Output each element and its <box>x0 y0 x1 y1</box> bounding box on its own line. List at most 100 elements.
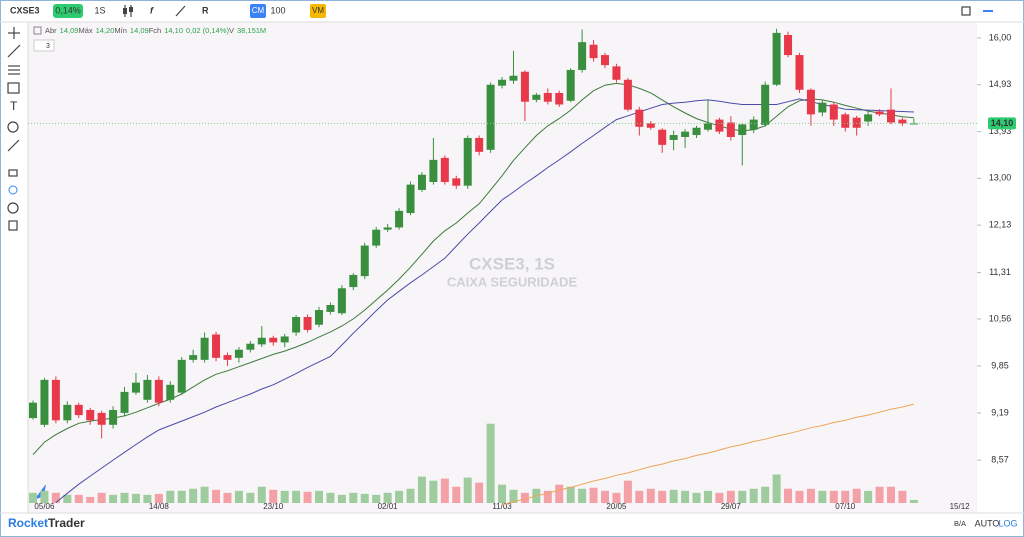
volume-bar <box>395 490 404 503</box>
volume-bar <box>303 491 312 503</box>
volume-bar <box>749 488 758 503</box>
candle-body <box>292 317 301 333</box>
candle-body <box>315 310 323 325</box>
candle-body <box>555 92 564 105</box>
candle-icon[interactable] <box>123 5 133 17</box>
volume-bar <box>360 493 369 503</box>
tools: T <box>7 27 21 231</box>
candle-body <box>509 75 518 81</box>
candle-body <box>395 210 404 228</box>
y-tick-label: 12,13 <box>989 220 1012 230</box>
legend-value: 38,151M <box>237 26 266 35</box>
candle-body <box>829 104 838 120</box>
volume-bar <box>120 492 129 503</box>
x-tick-label: 20/05 <box>606 502 627 511</box>
volume-bar <box>154 493 163 503</box>
volume-bar <box>280 490 289 503</box>
candle-body <box>715 119 724 132</box>
candle-body <box>200 337 209 360</box>
ba-button[interactable]: B/A <box>954 519 966 528</box>
volume-bar <box>326 492 335 503</box>
period-input[interactable]: 100 <box>270 5 285 15</box>
hide-tool[interactable] <box>8 185 18 195</box>
volume-bar <box>555 484 564 503</box>
volume-bar <box>898 490 907 503</box>
rx-icon[interactable]: R <box>202 5 209 15</box>
trash-tool[interactable] <box>8 220 18 231</box>
volume-bar <box>623 480 632 503</box>
volume-bar <box>189 488 198 503</box>
symbol[interactable]: CXSE3 <box>10 5 40 15</box>
legend-value: 0,02 (0,14%) <box>186 26 229 35</box>
moving-average-line <box>55 98 914 503</box>
candle-body <box>646 123 655 128</box>
candle-body <box>269 337 278 343</box>
candle-body <box>452 178 461 186</box>
emoji-tool[interactable] <box>7 121 19 133</box>
legend-label: Abr <box>45 26 57 35</box>
auto-button[interactable]: AUTO <box>975 518 1000 528</box>
ruler-tool[interactable] <box>7 139 20 152</box>
candle-body <box>761 84 770 125</box>
candle-body <box>658 129 667 145</box>
volume-bar <box>909 499 918 503</box>
candle-body <box>154 379 163 403</box>
volume-bar <box>177 490 186 503</box>
volume-bar <box>635 490 644 503</box>
volume-bar <box>269 489 278 503</box>
help-tool[interactable] <box>7 202 19 214</box>
candle-body <box>63 404 72 421</box>
brand: RocketTrader <box>8 516 85 530</box>
line-tool[interactable] <box>7 44 21 58</box>
volume-bar <box>841 490 850 503</box>
candle-body <box>543 92 552 102</box>
candle-body <box>887 109 895 123</box>
lock-tool[interactable] <box>8 169 18 177</box>
volume-bar <box>498 484 507 503</box>
candle-body <box>234 349 243 358</box>
candle-body <box>612 66 621 80</box>
indicator-box[interactable] <box>33 39 55 52</box>
volume-bar <box>520 492 529 503</box>
x-tick-label: 07/10 <box>835 502 856 511</box>
volume-bar <box>223 492 232 503</box>
volume-bar <box>429 480 438 503</box>
collapse-box[interactable] <box>33 26 42 35</box>
log-button[interactable]: LOG <box>998 518 1017 528</box>
candle-body <box>475 137 484 152</box>
candle-body <box>86 409 95 421</box>
volume-bar <box>669 489 678 503</box>
volume-bar <box>509 489 518 503</box>
legend-label: V <box>229 26 234 35</box>
rect-tool[interactable] <box>7 82 20 94</box>
volume-bar <box>383 492 392 503</box>
candle-body <box>372 229 381 246</box>
candle-body <box>784 34 793 56</box>
volume-bar <box>143 494 152 503</box>
pencil-icon[interactable] <box>175 5 186 17</box>
volume-bar <box>97 492 106 503</box>
legend-value: 14,09 <box>130 26 149 35</box>
cm-button[interactable]: CM <box>252 6 265 15</box>
vm-button[interactable]: VM <box>312 6 324 15</box>
candle-body <box>818 102 827 113</box>
candle-body <box>74 404 83 416</box>
candle-body <box>246 343 255 350</box>
candle-body <box>681 131 690 137</box>
candle-body <box>738 124 747 136</box>
volume-bar <box>315 490 323 503</box>
volume-bar <box>578 488 587 503</box>
candle-body <box>852 117 861 128</box>
candle-body <box>166 384 175 400</box>
candle-body <box>257 337 266 345</box>
candle-body <box>40 379 49 425</box>
interval[interactable]: 1S <box>94 5 105 15</box>
text-tool[interactable]: T <box>10 99 18 113</box>
volume-bar <box>738 490 747 503</box>
volume-bar <box>726 490 735 503</box>
function-icon[interactable]: f <box>150 5 154 15</box>
volume-bar <box>543 490 552 503</box>
fullscreen-icon[interactable] <box>961 6 971 16</box>
candle-body <box>841 114 850 128</box>
volume-bar <box>109 494 118 503</box>
